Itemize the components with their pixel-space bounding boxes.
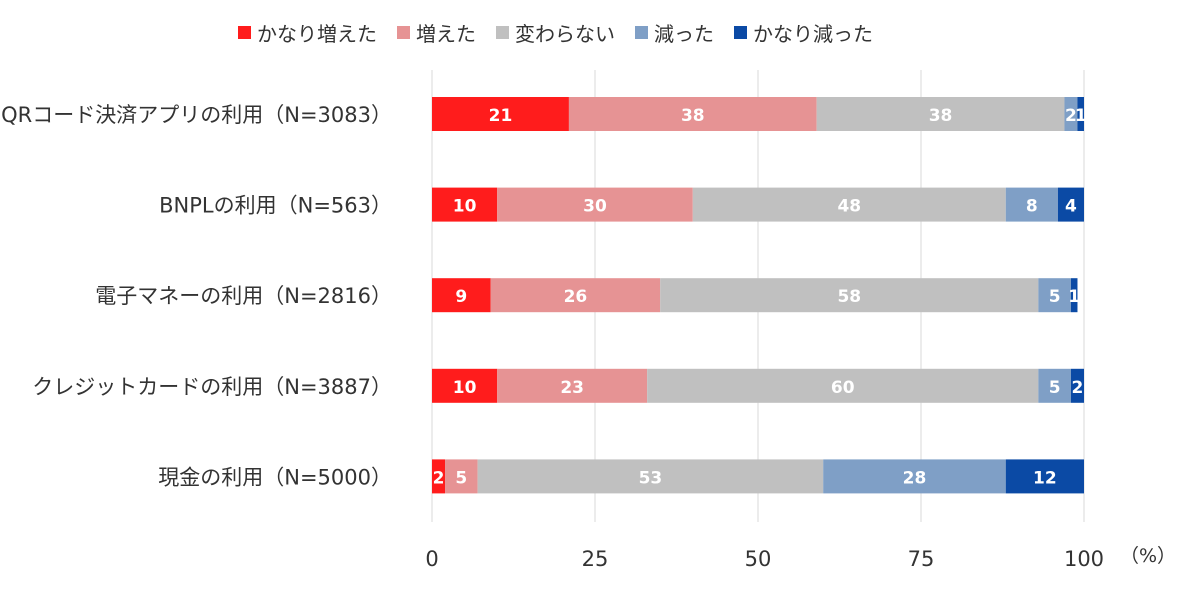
data-label: 28: [903, 468, 927, 488]
bar-row: クレジットカードの利用（N=3887） 10 23 60 5 2: [32, 368, 1084, 403]
data-label: 5: [1049, 378, 1061, 398]
legend-swatch: [734, 25, 747, 39]
data-label: 5: [1049, 287, 1061, 307]
bar-segment: [816, 97, 1065, 131]
data-label: 4: [1065, 197, 1077, 217]
bar-row: BNPLの利用（N=563） 10 30 48 8 4: [159, 187, 1084, 222]
x-tick-label: 50: [745, 547, 772, 571]
bar-segment: [1057, 187, 1084, 222]
data-label: 8: [1026, 197, 1038, 217]
bar-segment: [490, 278, 661, 313]
bar-segment: [1038, 368, 1071, 403]
data-label: 26: [564, 287, 588, 307]
data-label: 2: [1072, 378, 1084, 398]
bar-segment: [432, 459, 446, 494]
legend-item: かなり減った: [734, 18, 873, 47]
data-label: 10: [453, 197, 477, 217]
data-label: 38: [929, 106, 953, 126]
bar-segment: [1070, 368, 1084, 403]
x-tick-label: 25: [582, 547, 609, 571]
legend-item: 増えた: [397, 18, 476, 47]
legend-label: 減った: [654, 21, 714, 46]
bar-segment: [432, 368, 498, 403]
bar-segment: [432, 187, 498, 222]
data-label: 21: [489, 106, 513, 126]
bar-row: 現金の利用（N=5000） 2 5 53 28 12: [158, 459, 1084, 494]
bar-segment: [497, 187, 693, 222]
data-label: 10: [453, 378, 477, 398]
bar-segment: [568, 97, 817, 131]
bar-segment: [445, 459, 478, 494]
data-label: 48: [837, 197, 861, 217]
data-label: 1: [1075, 106, 1087, 126]
data-label: 9: [455, 287, 467, 307]
bar-segment: [432, 278, 491, 313]
x-tick-label: 75: [908, 547, 935, 571]
legend-label: 増えた: [416, 21, 476, 46]
bar-segment: [647, 368, 1039, 403]
category-label: BNPLの利用（N=563）: [159, 194, 392, 218]
legend-item: かなり増えた: [238, 18, 377, 47]
data-label: 38: [681, 106, 705, 126]
legend-swatch: [635, 25, 648, 39]
data-label: 53: [639, 468, 663, 488]
x-tick-label: 0: [425, 547, 438, 571]
bar-segment: [823, 459, 1006, 494]
legend-item: 減った: [635, 18, 714, 47]
data-label: 23: [560, 378, 584, 398]
category-label: 電子マネーの利用（N=2816）: [95, 284, 392, 308]
data-label: 5: [455, 468, 467, 488]
legend-item: 変わらない: [496, 18, 615, 47]
data-label: 2: [433, 468, 445, 488]
data-label: 60: [831, 378, 855, 398]
category-label: クレジットカードの利用（N=3887）: [32, 375, 392, 399]
bar-row: QRコード決済アプリの利用（N=3083） 21 38 38 21: [1, 97, 1087, 131]
legend: かなり増えた 増えた 変わらない 減った かなり減った: [238, 16, 873, 48]
bar-row: 電子マネーの利用（N=2816） 9 26 58 5 1: [95, 278, 1080, 313]
bar-segment: [1005, 459, 1084, 494]
category-label: QRコード決済アプリの利用（N=3083）: [1, 103, 392, 127]
bar-segment: [692, 187, 1006, 222]
bar-segment: [1005, 187, 1058, 222]
unit-label: （%）: [1120, 545, 1176, 567]
bar-segment: [1064, 97, 1078, 131]
bar-segment: [477, 459, 824, 494]
legend-swatch: [238, 25, 251, 39]
legend-label: 変わらない: [515, 21, 615, 46]
x-tick-label: 100: [1064, 547, 1104, 571]
bar-segment: [432, 97, 569, 131]
bar-segment: [660, 278, 1039, 313]
data-label: 12: [1033, 468, 1057, 488]
legend-swatch: [397, 25, 410, 39]
bar-segment: [497, 368, 648, 403]
legend-swatch: [496, 25, 509, 39]
data-label: 58: [837, 287, 861, 307]
data-label: 2: [1065, 106, 1077, 126]
bar-segment: [1070, 278, 1078, 313]
data-label: 1: [1068, 287, 1080, 307]
category-label: 現金の利用（N=5000）: [158, 465, 392, 489]
bar-segment: [1077, 97, 1084, 131]
bar-segment: [1038, 278, 1071, 313]
legend-label: かなり減った: [753, 21, 873, 46]
legend-label: かなり増えた: [257, 21, 377, 46]
data-label: 30: [583, 197, 607, 217]
